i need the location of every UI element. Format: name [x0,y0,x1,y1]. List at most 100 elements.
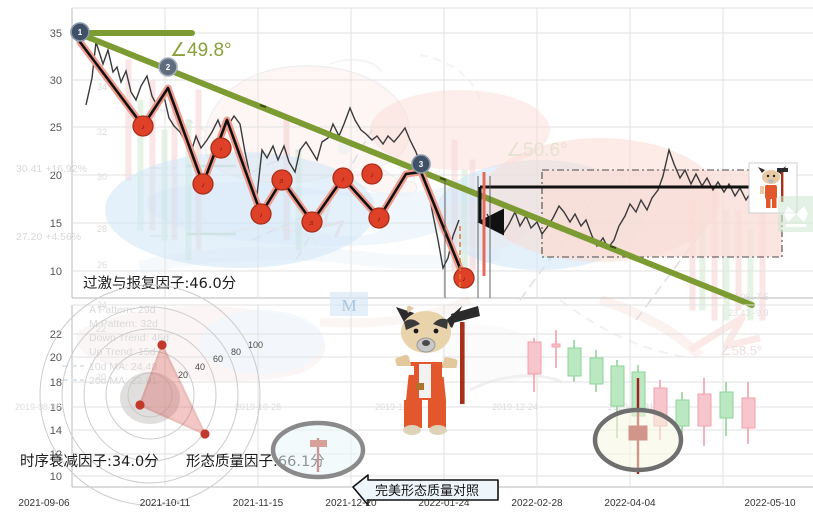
svg-text:22: 22 [96,324,106,334]
wm-value: 32 [97,127,107,137]
xtick: 2022-04-04 [604,498,656,509]
radar-scale-labels: 20 40 60 80 100 [178,340,263,380]
xtick: 2021-10-11 [140,498,191,509]
wm-date-5: 2020-01-21 [608,402,654,412]
pivot-marker[interactable] [250,203,272,225]
xtick: 2021-11-15 [233,498,284,509]
highlight-ellipses [270,407,684,480]
svg-text:20: 20 [178,370,188,380]
ellipse-right [592,407,684,473]
pivot-marker[interactable] [361,163,383,185]
svg-text:3: 3 [419,160,424,169]
wm-date-3: 2019-11-26 [375,402,420,412]
score-decay-label: 时序衰减因子:34.0分 [20,453,159,470]
wm-down-trend: Down Trend: 46d [89,332,169,344]
wm-value: 28 [97,224,107,234]
ytick: 30 [50,75,62,87]
ytick: 20 [50,352,62,364]
xtick: 2021-09-06 [18,498,70,509]
ytick: 15 [50,218,62,230]
svg-text:♪: ♪ [341,176,345,183]
svg-text:♬: ♬ [309,220,316,227]
score-overreaction-label: 过激与报复因子:46.0分 [83,274,236,292]
dog-with-hammer-mascot [392,305,480,435]
svg-text:♪: ♪ [201,182,205,189]
wm-pct-1: 30.41 +16.92% [16,163,87,175]
pivot-marker[interactable] [332,167,354,189]
ytick: 16 [50,402,62,414]
xtick: 2022-05-10 [744,498,796,509]
svg-text:80: 80 [231,347,241,357]
ellipse-left [270,420,366,480]
wm-ratio-1: 24.06 -7.5 [728,292,769,302]
pivot-marker[interactable] [210,137,232,159]
svg-text:1: 1 [78,28,83,37]
pivot-marker[interactable] [192,173,214,195]
xtick: 2022-01-24 [418,498,470,509]
xtick: 2021-12-20 [325,498,377,509]
pivot-marker[interactable] [368,207,390,229]
green-logo-badge [778,196,813,232]
node-marker-1[interactable]: 1 [70,22,90,42]
wm-date-2: 2019-10-28 [235,402,281,412]
dog-with-hammer-thumbnail [758,166,788,208]
angle-main-label: ∠49.8° [170,40,232,61]
angle-faded-2-label: ∠58.5° [720,343,762,358]
x-axis-labels: 2021-09-06 2021-10-11 2021-11-15 2021-12… [18,498,796,509]
svg-text:♪: ♪ [259,212,263,219]
zigzag-node-markers: 1 2 3 ♪ [70,22,475,289]
pattern-radar: 20 40 60 80 100 [39,284,263,506]
ytick: 12 [50,449,62,461]
wm-10dma: 10d MA: 24.48 [89,361,157,373]
ytick: 14 [50,425,62,437]
wm-pct-2: 27.20 +4.56% [16,231,81,243]
ytick: 10 [50,266,62,278]
wm-date-1: 2019-08-30 [15,402,61,412]
measure-bracket [444,176,780,298]
ytick: 20 [50,170,62,182]
svg-text:60: 60 [213,354,223,364]
svg-text:100: 100 [248,340,263,350]
svg-text:♪: ♪ [219,146,223,153]
ytick: 35 [50,28,62,40]
angle-faded-label: ∠50.6° [506,140,568,161]
svg-text:♪: ♪ [377,216,381,223]
pivot-marker[interactable] [132,115,154,137]
price-line-series [85,41,791,271]
svg-text:M: M [341,296,356,315]
wm-a-pattern: A Pattern: 29d [89,304,156,316]
svg-text:♪: ♪ [141,124,145,131]
radar-vertex[interactable] [135,340,210,439]
xtick: 2022-02-28 [511,498,563,509]
pivot-marker[interactable] [453,267,475,289]
ytick: 10 [50,471,62,483]
price-y-axis-labels: 35 30 25 20 15 10 [50,28,62,278]
wm-date-4: 2019-12-24 [492,402,538,412]
small-candle-markers [459,172,486,288]
compare-callout[interactable]: 完美形态质量对照 [352,474,499,506]
wm-ratio-2: 23.43 -9.9 [728,308,769,318]
svg-text:20: 20 [96,372,106,382]
radar-polygon [138,342,208,437]
compare-callout-label: 完美形态质量对照 [375,484,479,499]
wm-up-trend: Up Trend: 15d [89,346,156,358]
ytick: 22 [50,329,62,341]
svg-text:40: 40 [195,362,205,372]
radar-y-axis-labels: 22 20 18 16 14 12 10 [50,329,62,483]
svg-text:2: 2 [166,63,171,72]
m-logo-badge: M [330,292,368,316]
svg-text:♪: ♪ [370,172,374,179]
svg-text:♬: ♬ [279,178,286,185]
node-marker-2[interactable]: 2 [158,57,178,77]
svg-text:♪: ♪ [462,276,466,283]
ytick: 25 [50,122,62,134]
wm-value: 26 [97,260,107,270]
wm-m-pattern: M Pattern: 32d [89,318,158,330]
radar-legend-watermark: A Pattern: 29d M Pattern: 32d Down Trend… [15,304,762,412]
highlight-region-box [541,169,783,258]
pivot-marker[interactable] [271,169,293,191]
pivot-marker[interactable] [301,211,323,233]
node-marker-3[interactable]: 3 [411,154,431,174]
